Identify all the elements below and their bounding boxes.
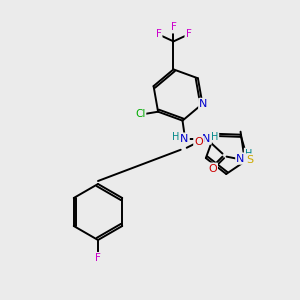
Text: N: N: [236, 154, 245, 164]
Text: H: H: [211, 132, 218, 142]
Text: F: F: [155, 29, 161, 39]
Text: N: N: [199, 99, 208, 109]
Text: S: S: [246, 154, 253, 164]
Text: F: F: [185, 29, 191, 39]
Text: N: N: [202, 134, 211, 144]
Text: H: H: [245, 148, 252, 159]
Text: O: O: [208, 164, 217, 174]
Text: H: H: [172, 132, 179, 142]
Text: F: F: [95, 253, 101, 263]
Text: Cl: Cl: [135, 109, 145, 119]
Text: F: F: [170, 22, 176, 32]
Text: N: N: [180, 134, 189, 144]
Text: O: O: [194, 137, 203, 147]
